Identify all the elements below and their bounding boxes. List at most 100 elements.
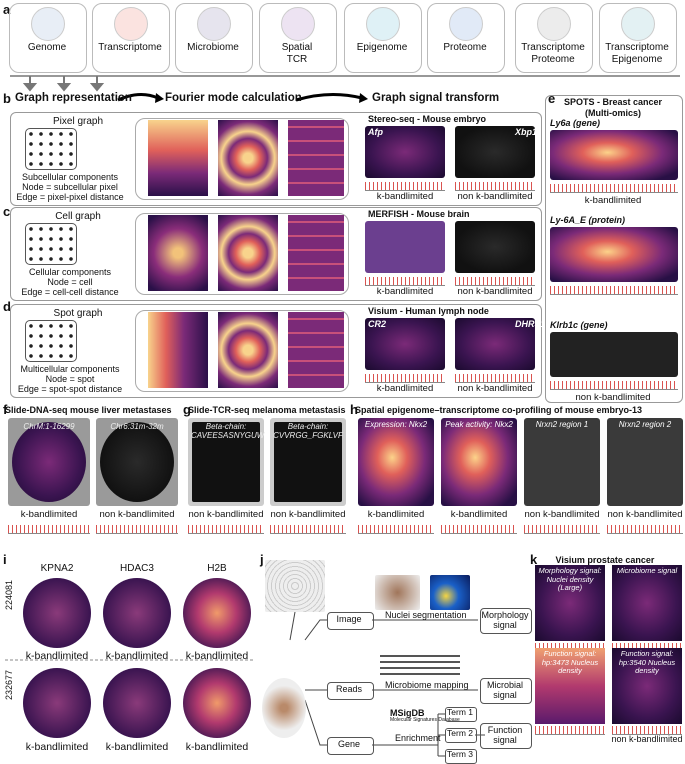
panel-label: a bbox=[3, 2, 11, 17]
icon bbox=[537, 7, 571, 41]
gene-name: DHRS1 bbox=[515, 319, 546, 329]
spectrum bbox=[365, 277, 445, 286]
image bbox=[441, 418, 517, 506]
input-label: Reads bbox=[335, 684, 363, 694]
icon-box bbox=[599, 3, 677, 73]
gene-name: Beta-chain: CAVEESASNYGUW bbox=[191, 422, 265, 441]
image bbox=[103, 668, 171, 738]
gene-name: Beta-chain: CVVRGG_FGKLVF bbox=[273, 422, 343, 441]
signal-label: k-bandlimited bbox=[25, 650, 89, 662]
gene-name: Klrb1c (gene) bbox=[550, 320, 608, 330]
spectrum bbox=[441, 525, 517, 534]
panel-title: Slide-TCR-seq melanoma metastasis bbox=[188, 405, 346, 415]
spectrum bbox=[550, 381, 678, 390]
signal-label: non k-bandlimited bbox=[188, 509, 264, 520]
gene-name: Microbiome signal bbox=[616, 566, 678, 575]
image bbox=[148, 312, 208, 388]
image bbox=[607, 418, 683, 506]
icon-label: Transcriptome Epigenome bbox=[605, 42, 669, 65]
image bbox=[218, 312, 278, 388]
image bbox=[288, 215, 344, 291]
signal-label: non k-bandlimited bbox=[99, 509, 175, 520]
spectrum bbox=[358, 525, 434, 534]
bracket bbox=[135, 310, 349, 392]
signal-label: k-bandlimited bbox=[376, 191, 434, 202]
input-box bbox=[327, 737, 374, 755]
output-label: Function signal bbox=[487, 725, 523, 746]
icon-box bbox=[259, 3, 337, 73]
dataset-title: MERFISH - Mouse brain bbox=[368, 209, 470, 219]
image bbox=[524, 418, 600, 506]
dataset-title: Visium - Human lymph node bbox=[368, 306, 489, 316]
icon-box bbox=[427, 3, 505, 73]
panel-label: h bbox=[350, 402, 358, 417]
gene-name: Morphology signal: Nuclei density (Large… bbox=[538, 566, 602, 593]
graph-name: Pixel graph bbox=[52, 116, 104, 127]
icon-box bbox=[9, 3, 87, 73]
signal-label: k-bandlimited bbox=[185, 650, 249, 662]
icon-label: Proteome bbox=[443, 42, 487, 53]
panel-label: c bbox=[3, 204, 11, 219]
gene-name: Nrxn2 region 2 bbox=[618, 420, 672, 429]
icon bbox=[197, 7, 231, 41]
image bbox=[375, 575, 420, 610]
input-label: Gene bbox=[337, 739, 361, 749]
input-box bbox=[327, 682, 374, 700]
bracket bbox=[135, 213, 349, 295]
graph-name: Spot graph bbox=[53, 308, 103, 319]
image bbox=[183, 578, 251, 648]
panel-subtitle: (Multi-omics) bbox=[585, 108, 641, 118]
image bbox=[550, 130, 678, 180]
header: Graph representation bbox=[15, 92, 132, 104]
column-label: H2B bbox=[207, 563, 227, 574]
output-label: Microbial signal bbox=[486, 680, 523, 701]
spectrum bbox=[550, 286, 678, 295]
bracket bbox=[135, 118, 349, 200]
icon-label: Microbiome bbox=[187, 42, 239, 53]
panel-title: Visium prostate cancer bbox=[555, 555, 655, 565]
spectrum bbox=[550, 184, 678, 193]
signal-label: non k-bandlimited bbox=[607, 509, 683, 520]
image bbox=[274, 422, 342, 502]
panel-box bbox=[10, 304, 542, 398]
output-box bbox=[480, 723, 532, 749]
spectrum bbox=[607, 525, 683, 534]
spectrum bbox=[365, 374, 445, 383]
output-box bbox=[480, 608, 532, 634]
gene-name: Chr6:31m-32m bbox=[110, 422, 164, 431]
image bbox=[455, 318, 535, 370]
signal-label: k-bandlimited bbox=[20, 509, 78, 520]
gene-name: Function signal: hp:3540 Nucleus density bbox=[618, 649, 676, 676]
icon-box bbox=[515, 3, 593, 73]
panel-label: k bbox=[530, 552, 538, 567]
term-label: Term 1 bbox=[447, 707, 473, 717]
panel-label: j bbox=[260, 552, 264, 567]
image bbox=[148, 120, 208, 196]
image bbox=[380, 655, 460, 675]
spectrum bbox=[455, 374, 535, 383]
image bbox=[612, 565, 682, 641]
panel-label: b bbox=[3, 91, 11, 106]
signal-label: k-bandlimited bbox=[450, 509, 508, 520]
graph-description: Edge = cell-cell distance bbox=[21, 287, 119, 297]
image bbox=[265, 560, 325, 612]
flow-arrows bbox=[117, 92, 363, 102]
icon bbox=[31, 7, 65, 41]
dataset-title: Stereo-seq - Mouse embryo bbox=[368, 114, 487, 124]
panel-label: f bbox=[3, 402, 8, 417]
spectrum bbox=[524, 525, 600, 534]
panel-box bbox=[10, 207, 542, 301]
column-label: KPNA2 bbox=[40, 563, 74, 574]
icon bbox=[366, 7, 400, 41]
panel-label: e bbox=[548, 91, 556, 106]
graph-description: Node = cell bbox=[47, 277, 93, 287]
gene-name: Xbp1 bbox=[515, 127, 538, 137]
panel-box bbox=[10, 112, 542, 206]
input-label: Image bbox=[336, 614, 362, 624]
image bbox=[288, 120, 344, 196]
graph-icon bbox=[25, 128, 77, 170]
image bbox=[550, 332, 678, 377]
gene-name: Function signal: hp:3473 Nucleus density bbox=[541, 649, 599, 676]
gene-name: Ly6a (gene) bbox=[550, 118, 601, 128]
icon-box bbox=[175, 3, 253, 73]
